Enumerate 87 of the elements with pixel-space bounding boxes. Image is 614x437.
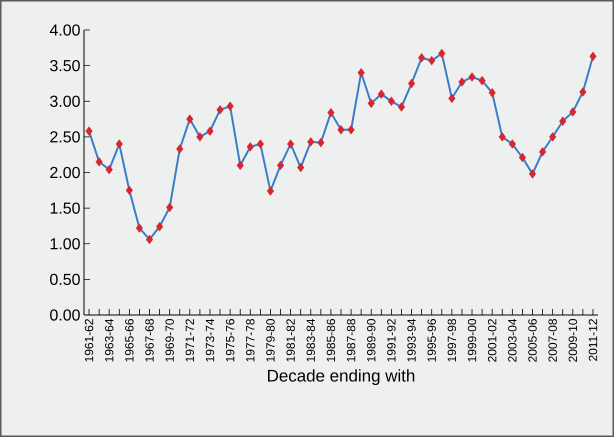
- point: [297, 162, 304, 172]
- x-tick-label: 1977-78: [246, 319, 255, 362]
- point: [549, 132, 556, 142]
- point: [448, 94, 456, 104]
- point: [266, 186, 274, 196]
- point: [498, 132, 506, 142]
- point: [317, 138, 324, 148]
- y-tick-label: 4.00: [50, 24, 80, 36]
- point: [418, 53, 426, 62]
- x-tick-label: 1987-88: [346, 319, 356, 362]
- point: [96, 157, 103, 167]
- point: [458, 77, 466, 87]
- y-tick-label: 1.50: [50, 202, 80, 214]
- y-tick-label: 1.00: [50, 238, 80, 250]
- point: [236, 160, 244, 170]
- point: [559, 116, 566, 126]
- point: [438, 48, 446, 58]
- point: [246, 142, 254, 152]
- y-tick-label: 2.50: [50, 131, 80, 143]
- point: [156, 222, 164, 232]
- point: [488, 88, 496, 98]
- point: [146, 234, 154, 244]
- point: [126, 186, 133, 196]
- point: [136, 223, 144, 233]
- x-tick-label: 2011-12: [588, 319, 598, 361]
- x-tick-label: 2007-08: [548, 319, 557, 362]
- x-tick-label: 1997-98: [448, 319, 456, 362]
- x-tick-label: 2003-04: [508, 318, 517, 362]
- point: [337, 125, 345, 134]
- point: [226, 102, 234, 111]
- point: [196, 132, 204, 142]
- point: [276, 160, 284, 170]
- point: [388, 96, 395, 106]
- point: [176, 144, 184, 154]
- point: [358, 68, 365, 78]
- y-tick-label: 0.00: [50, 309, 80, 321]
- x-tick-label: 1963-64: [104, 318, 114, 362]
- point: [428, 56, 436, 66]
- point: [166, 202, 174, 212]
- point: [206, 126, 214, 136]
- point: [216, 105, 224, 114]
- point: [468, 72, 476, 82]
- x-tick-label: 1995-96: [427, 319, 436, 362]
- point: [186, 114, 194, 124]
- x-tick-label: 1993-94: [407, 318, 416, 362]
- x-tick-label: 1969-70: [165, 318, 174, 362]
- point: [368, 98, 375, 108]
- point: [518, 152, 526, 162]
- point: [589, 52, 597, 62]
- point: [256, 139, 264, 149]
- x-tick-label: 1983-84: [306, 318, 315, 362]
- point: [538, 147, 546, 157]
- point: [348, 125, 355, 134]
- point: [508, 139, 516, 149]
- x-tick-label: 1979-80: [266, 318, 275, 362]
- x-tick-label: 2001-02: [488, 319, 496, 362]
- x-tick-label: 1971-72: [186, 319, 194, 362]
- point: [106, 164, 113, 174]
- x-tick-label: 1975-76: [226, 319, 234, 362]
- x-tick-label: 1991-92: [387, 319, 396, 362]
- x-tick-label: 1961-62: [84, 319, 94, 362]
- x-tick-label: 1965-66: [125, 319, 134, 362]
- x-tick-label: 1981-82: [286, 319, 295, 362]
- point: [569, 107, 576, 117]
- x-tick-label: 1989-90: [367, 318, 376, 362]
- point: [398, 102, 406, 112]
- y-tick-label: 3.00: [50, 96, 80, 107]
- point: [378, 89, 385, 99]
- y-tick-label: 0.50: [50, 274, 80, 286]
- x-tick-label: 1985-86: [326, 319, 336, 362]
- point: [307, 137, 314, 147]
- point: [408, 78, 416, 88]
- x-axis-title: Decade ending with: [268, 369, 414, 386]
- point: [478, 76, 486, 86]
- x-tick-label: 1973-74: [206, 318, 214, 362]
- point: [287, 139, 294, 149]
- y-tick-label: 3.50: [50, 60, 80, 72]
- point: [116, 139, 123, 149]
- point: [528, 169, 536, 179]
- y-tick-label: 2.00: [50, 166, 80, 178]
- point: [579, 87, 586, 97]
- x-tick-label: 2005-06: [528, 319, 537, 362]
- x-tick-label: 1999-00: [468, 318, 476, 362]
- x-tick-label: 1967-68: [145, 319, 154, 362]
- point: [85, 126, 93, 136]
- x-tick-label: 2009-10: [568, 318, 578, 362]
- point: [327, 108, 334, 118]
